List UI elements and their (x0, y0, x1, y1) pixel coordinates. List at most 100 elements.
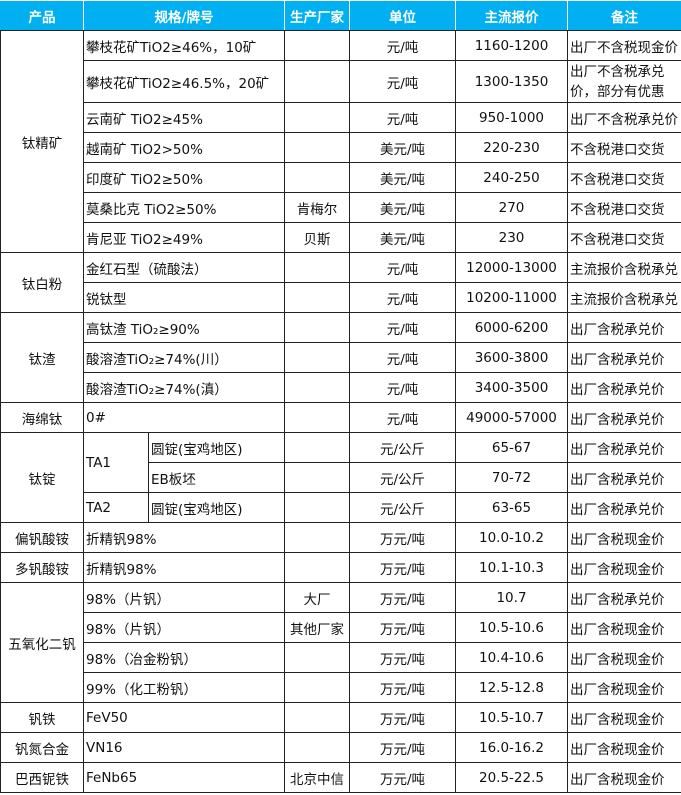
unit-cell: 万元/吨 (349, 672, 456, 703)
spec-cell: 酸溶渣TiO₂≥74%(滇） (83, 372, 285, 403)
note-cell: 主流报价含税承兑 (567, 282, 681, 313)
note-cell: 出厂含税现金价 (567, 612, 681, 643)
unit-cell: 元/吨 (349, 30, 456, 61)
grade-cell: TA2 (83, 492, 149, 523)
note-cell: 出厂含税现金价 (567, 552, 681, 583)
table-row: 五氧化二钒 98%（片钒） 大厂 万元/吨 10.7 出厂含税承兑价 (0, 582, 681, 703)
note-cell: 出厂含税现金价 (567, 672, 681, 703)
table-row: 98%（片钒） 其他厂家 万元/吨 10.5-10.6 出厂含税现金价 (1, 612, 681, 643)
table-row: 越南矿 TiO2>50% 美元/吨 220-230 不含税港口交货 (1, 132, 681, 163)
price-cell: 10200-11000 (455, 282, 568, 313)
maker-cell (284, 132, 350, 163)
note-cell: 出厂含税现金价 (567, 522, 681, 553)
price-cell: 16.0-16.2 (455, 732, 568, 763)
spec-cell: 印度矿 TiO2≥50% (83, 162, 285, 193)
note-cell: 出厂含税现金价 (567, 702, 681, 733)
spec-cell: EB板坯 (148, 462, 285, 493)
spec-cell: 98%（片钒） (83, 582, 285, 613)
product-cell: 钛白粉 (0, 252, 84, 313)
unit-cell: 元/吨 (349, 402, 456, 433)
price-cell: 10.4-10.6 (455, 642, 568, 673)
price-cell: 70-72 (455, 462, 568, 493)
note-cell: 出厂含税承兑价 (567, 402, 681, 433)
price-cell: 65-67 (455, 432, 568, 463)
unit-cell: 美元/吨 (349, 162, 456, 193)
table-row: 云南矿 TiO2≥45% 元/吨 950-1000 出厂不含税承兑价 (1, 102, 681, 133)
price-cell: 950-1000 (455, 102, 568, 133)
maker-cell (284, 30, 350, 61)
header-note: 备注 (567, 0, 681, 31)
table-row: 酸溶渣TiO₂≥74%(川） 元/吨 3600-3800 出厂含税承兑价 (1, 342, 681, 373)
price-cell: 10.1-10.3 (455, 552, 568, 583)
table-row: 钒铁 FeV50 万元/吨 10.5-10.7 出厂含税现金价 (0, 702, 681, 733)
note-cell: 出厂不含税承兑价，部分有优惠 (567, 60, 681, 103)
unit-cell: 美元/吨 (349, 192, 456, 223)
maker-cell (284, 312, 350, 343)
header-spec: 规格/牌号 (83, 0, 285, 31)
table-row: 巴西铌铁 FeNb65 北京中信 万元/吨 20.5-22.5 出厂含税现金价 (0, 762, 681, 793)
spec-cell: 攀枝花矿TiO2≥46%，10矿 (83, 30, 285, 61)
price-cell: 10.5-10.6 (455, 612, 568, 643)
maker-cell (284, 60, 350, 103)
table-row: 偏钒酸铵 折精钒98% 万元/吨 10.0-10.2 出厂含税现金价 (0, 522, 681, 553)
maker-cell (284, 252, 350, 283)
price-cell: 20.5-22.5 (455, 762, 568, 793)
maker-cell: 贝斯 (284, 222, 350, 253)
table-row: 肯尼亚 TiO2≥49% 贝斯 美元/吨 230 不含税港口交货 (1, 222, 681, 253)
maker-cell (284, 342, 350, 373)
note-cell: 不含税港口交货 (567, 222, 681, 253)
unit-cell: 元/吨 (349, 312, 456, 343)
spec-cell: 酸溶渣TiO₂≥74%(川） (83, 342, 285, 373)
spec-cell: 高钛渣 TiO₂≥90% (83, 312, 285, 343)
note-cell: 出厂含税承兑价 (567, 372, 681, 403)
unit-cell: 美元/吨 (349, 222, 456, 253)
price-cell: 1300-1350 (455, 60, 568, 103)
table-row: 酸溶渣TiO₂≥74%(滇） 元/吨 3400-3500 出厂含税承兑价 (1, 372, 681, 403)
maker-cell: 其他厂家 (284, 612, 350, 643)
unit-cell: 万元/吨 (349, 702, 456, 733)
price-cell: 230 (455, 222, 568, 253)
spec-cell: 折精钒98% (83, 552, 285, 583)
spec-cell: 99%（化工粉钒） (83, 672, 285, 703)
table-row: 多钒酸铵 折精钒98% 万元/吨 10.1-10.3 出厂含税现金价 (0, 552, 681, 583)
unit-cell: 元/公斤 (349, 492, 456, 523)
unit-cell: 万元/吨 (349, 732, 456, 763)
table-row: 锐钛型 元/吨 10200-11000 主流报价含税承兑 (1, 282, 681, 313)
spec-cell: 越南矿 TiO2>50% (83, 132, 285, 163)
unit-cell: 元/公斤 (349, 462, 456, 493)
spec-cell: 金红石型（硫酸法） (83, 252, 285, 283)
price-cell: 10.7 (455, 582, 568, 613)
maker-cell (284, 732, 350, 763)
product-cell: 偏钒酸铵 (0, 522, 84, 553)
maker-cell (284, 702, 350, 733)
table-row: 莫桑比克 TiO2≥50% 肯梅尔 美元/吨 270 不含税港口交货 (1, 192, 681, 223)
spec-cell: 肯尼亚 TiO2≥49% (83, 222, 285, 253)
price-cell: 10.5-10.7 (455, 702, 568, 733)
product-cell: 五氧化二钒 (0, 582, 84, 703)
note-cell: 出厂含税承兑价 (567, 432, 681, 463)
header-unit: 单位 (349, 0, 456, 31)
header-maker: 生产厂家 (284, 0, 350, 31)
note-cell: 出厂含税现金价 (567, 732, 681, 763)
price-cell: 220-230 (455, 132, 568, 163)
maker-cell (284, 372, 350, 403)
table-row: 钒氮合金 VN16 万元/吨 16.0-16.2 出厂含税现金价 (0, 732, 681, 763)
note-cell: 出厂含税承兑价 (567, 582, 681, 613)
maker-cell (284, 492, 350, 523)
price-cell: 1160-1200 (455, 30, 568, 61)
table-row: 印度矿 TiO2≥50% 美元/吨 240-250 不含税港口交货 (1, 162, 681, 193)
price-cell: 12000-13000 (455, 252, 568, 283)
unit-cell: 万元/吨 (349, 522, 456, 553)
price-cell: 12.5-12.8 (455, 672, 568, 703)
spec-cell: 圆锭(宝鸡地区) (148, 492, 285, 523)
table-row: TA2 圆锭(宝鸡地区) 元/公斤 63-65 出厂含税承兑价 (1, 492, 681, 523)
note-cell: 出厂含税现金价 (567, 762, 681, 793)
product-cell: 钒铁 (0, 702, 84, 733)
header-price: 主流报价 (455, 0, 568, 31)
maker-cell (284, 642, 350, 673)
maker-cell (284, 672, 350, 703)
spec-cell: 莫桑比克 TiO2≥50% (83, 192, 285, 223)
product-cell: 多钒酸铵 (0, 552, 84, 583)
unit-cell: 万元/吨 (349, 552, 456, 583)
product-cell: 巴西铌铁 (0, 762, 84, 793)
